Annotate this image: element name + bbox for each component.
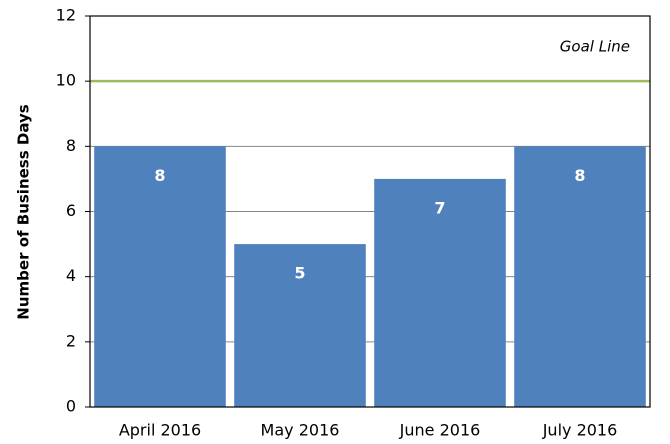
y-tick-label: 12 [56, 6, 76, 25]
bar [94, 146, 226, 408]
data-label: 5 [294, 264, 305, 283]
y-tick-label: 2 [66, 331, 76, 350]
data-label: 8 [574, 166, 585, 185]
data-label: 7 [434, 198, 445, 217]
y-tick-label: 8 [66, 136, 76, 155]
y-tick-label: 4 [66, 266, 76, 285]
x-tick-label: April 2016 [119, 421, 201, 440]
x-tick-label: July 2016 [542, 421, 618, 440]
y-tick-label: 10 [56, 71, 76, 90]
goal-label: Goal Line [560, 38, 630, 56]
y-axis-label: Number of Business Days [15, 104, 33, 319]
data-label: 8 [154, 166, 165, 185]
x-tick-label: June 2016 [399, 421, 481, 440]
x-tick-label: May 2016 [261, 421, 340, 440]
y-tick-label: 0 [66, 397, 76, 416]
bar [374, 178, 506, 407]
y-tick-label: 6 [66, 201, 76, 220]
bar [514, 146, 646, 408]
plot-border [89, 15, 651, 408]
bar [234, 244, 366, 407]
